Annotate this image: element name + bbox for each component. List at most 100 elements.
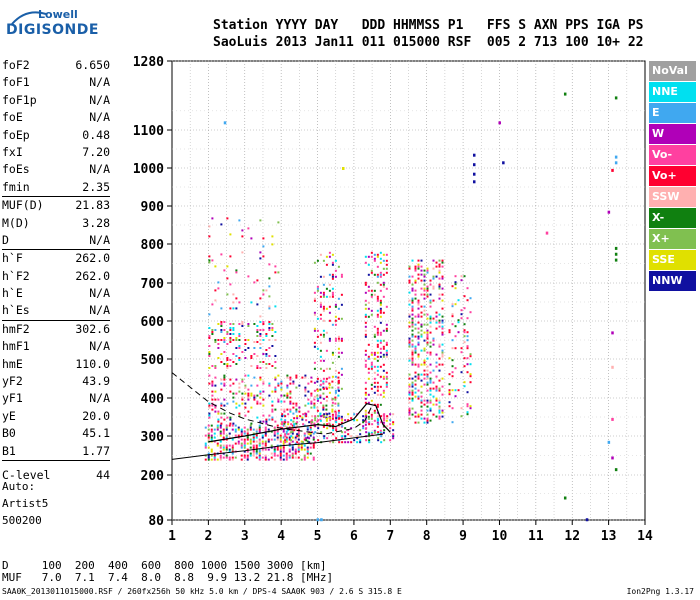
- echo-point: [223, 382, 226, 385]
- echo-point: [306, 426, 309, 429]
- echo-point: [276, 454, 279, 457]
- echo-point: [408, 407, 411, 410]
- echo-point: [273, 448, 276, 451]
- echo-point: [408, 339, 411, 342]
- echo-point: [367, 285, 370, 288]
- param-name: M(D): [2, 215, 30, 230]
- echo-point: [298, 384, 301, 387]
- echo-point: [376, 345, 379, 348]
- echo-point: [385, 381, 388, 384]
- echo-point: [420, 323, 423, 326]
- echo-point: [408, 281, 411, 284]
- echo-point: [338, 441, 341, 444]
- echo-point: [259, 396, 262, 399]
- echo-point: [426, 351, 429, 354]
- echo-point: [331, 361, 334, 364]
- echo-point: [238, 390, 241, 393]
- echo-point: [238, 412, 241, 415]
- echo-point: [408, 275, 411, 278]
- echo-point: [310, 400, 313, 403]
- echo-point: [414, 293, 417, 296]
- param-name: yF2: [2, 374, 23, 389]
- echo-point: [216, 444, 219, 447]
- echo-point: [271, 410, 274, 413]
- echo-point: [238, 339, 241, 341]
- echo-point: [250, 237, 253, 240]
- echo-point: [265, 418, 268, 421]
- echo-point: [408, 377, 411, 380]
- echo-point: [414, 383, 417, 386]
- echo-point: [291, 456, 294, 459]
- echo-point: [359, 429, 362, 432]
- echo-point: [469, 363, 472, 366]
- echo-point: [319, 396, 322, 399]
- echo-point: [466, 335, 469, 338]
- echo-point: [281, 421, 284, 424]
- echo-point: [259, 333, 262, 335]
- echo-point: [328, 376, 331, 379]
- echo-point: [373, 377, 376, 380]
- echo-point: [264, 458, 267, 461]
- x-tick-label: 4: [277, 529, 285, 544]
- echo-point: [435, 261, 438, 264]
- echo-point: [241, 396, 244, 399]
- echo-point: [331, 253, 334, 256]
- echo-point: [364, 413, 367, 416]
- echo-point: [276, 448, 279, 451]
- sparse-echo-point: [223, 121, 227, 125]
- echo-point: [435, 265, 438, 268]
- echo-point: [241, 402, 244, 405]
- echo-point: [204, 434, 207, 437]
- echo-point: [438, 379, 441, 382]
- echo-point: [373, 409, 376, 412]
- echo-point: [250, 357, 253, 359]
- echo-point: [417, 277, 420, 280]
- echo-point: [423, 331, 426, 334]
- echo-point: [408, 397, 411, 400]
- echo-point: [235, 269, 238, 272]
- echo-point: [420, 315, 423, 318]
- echo-point: [214, 365, 217, 367]
- echo-point: [277, 398, 280, 401]
- echo-point: [291, 448, 294, 451]
- echo-point: [273, 454, 276, 457]
- echo-point: [286, 374, 289, 377]
- echo-point: [408, 341, 411, 344]
- echo-point: [379, 365, 382, 368]
- echo-point: [414, 395, 417, 398]
- echo-point: [411, 393, 414, 396]
- echo-point: [302, 441, 305, 444]
- echo-point: [207, 438, 210, 441]
- echo-point: [411, 391, 414, 394]
- echo-point: [228, 458, 231, 461]
- echo-point: [220, 382, 223, 385]
- param-row: h`F 262.0: [2, 250, 110, 267]
- echo-point: [210, 454, 213, 457]
- echo-point: [228, 432, 231, 435]
- echo-point: [389, 423, 392, 426]
- echo-point: [208, 353, 211, 355]
- echo-point: [232, 353, 235, 355]
- echo-point: [382, 369, 385, 372]
- echo-point: [256, 279, 259, 282]
- echo-point: [364, 359, 367, 362]
- echo-point: [319, 349, 322, 352]
- echo-point: [463, 335, 466, 338]
- echo-point: [438, 285, 441, 288]
- echo-point: [386, 415, 389, 418]
- echo-point: [385, 341, 388, 344]
- x-tick-label: 7: [386, 529, 394, 544]
- echo-point: [220, 416, 223, 419]
- echo-point: [322, 408, 325, 411]
- echo-point: [423, 305, 426, 308]
- echo-point: [314, 415, 317, 418]
- echo-point: [469, 297, 472, 300]
- echo-point: [235, 307, 238, 310]
- echo-point: [420, 325, 423, 328]
- echo-point: [454, 283, 457, 286]
- echo-point: [350, 441, 353, 444]
- echo-point: [322, 335, 325, 338]
- echo-point: [289, 376, 292, 379]
- echo-point: [420, 287, 423, 290]
- echo-point: [423, 283, 426, 286]
